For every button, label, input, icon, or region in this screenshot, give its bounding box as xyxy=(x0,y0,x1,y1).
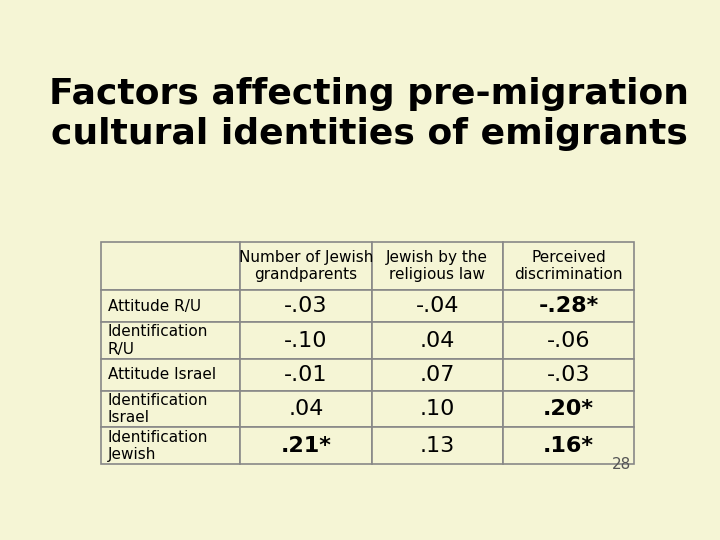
Text: Attitude Israel: Attitude Israel xyxy=(108,367,216,382)
Bar xyxy=(240,428,372,464)
Bar xyxy=(372,241,503,290)
Text: -.03: -.03 xyxy=(284,296,328,316)
Text: -.01: -.01 xyxy=(284,365,328,385)
Text: -.03: -.03 xyxy=(546,365,590,385)
Text: .04: .04 xyxy=(420,330,455,350)
Bar xyxy=(372,391,503,428)
Bar xyxy=(101,391,240,428)
Text: .04: .04 xyxy=(289,399,324,419)
Text: Attitude R/U: Attitude R/U xyxy=(108,299,201,314)
Bar xyxy=(240,359,372,391)
Bar xyxy=(101,359,240,391)
Text: 28: 28 xyxy=(612,457,631,472)
Text: Perceived
discrimination: Perceived discrimination xyxy=(514,249,623,282)
Text: -.06: -.06 xyxy=(546,330,590,350)
Bar xyxy=(240,391,372,428)
Bar xyxy=(240,241,372,290)
Text: .20*: .20* xyxy=(543,399,594,419)
Bar xyxy=(503,359,634,391)
Bar xyxy=(503,391,634,428)
Bar xyxy=(240,290,372,322)
Text: .21*: .21* xyxy=(281,436,331,456)
Text: .10: .10 xyxy=(420,399,455,419)
Bar xyxy=(372,428,503,464)
Text: Jewish by the
religious law: Jewish by the religious law xyxy=(387,249,488,282)
Text: Identification
R/U: Identification R/U xyxy=(108,325,208,357)
Text: Identification
Israel: Identification Israel xyxy=(108,393,208,426)
Text: -.28*: -.28* xyxy=(539,296,598,316)
Text: Factors affecting pre-migration
cultural identities of emigrants: Factors affecting pre-migration cultural… xyxy=(49,77,689,151)
Bar xyxy=(101,428,240,464)
Bar xyxy=(240,322,372,359)
Text: .16*: .16* xyxy=(543,436,594,456)
Bar xyxy=(372,290,503,322)
Text: Number of Jewish
grandparents: Number of Jewish grandparents xyxy=(239,249,373,282)
Text: .13: .13 xyxy=(420,436,455,456)
Bar xyxy=(372,322,503,359)
Bar xyxy=(503,322,634,359)
Bar xyxy=(503,428,634,464)
Text: Identification
Jewish: Identification Jewish xyxy=(108,429,208,462)
Text: -.04: -.04 xyxy=(415,296,459,316)
Bar xyxy=(503,290,634,322)
Bar xyxy=(503,241,634,290)
Bar xyxy=(101,290,240,322)
Bar xyxy=(101,241,240,290)
Text: -.10: -.10 xyxy=(284,330,328,350)
Bar xyxy=(101,322,240,359)
Text: .07: .07 xyxy=(420,365,455,385)
Bar xyxy=(372,359,503,391)
